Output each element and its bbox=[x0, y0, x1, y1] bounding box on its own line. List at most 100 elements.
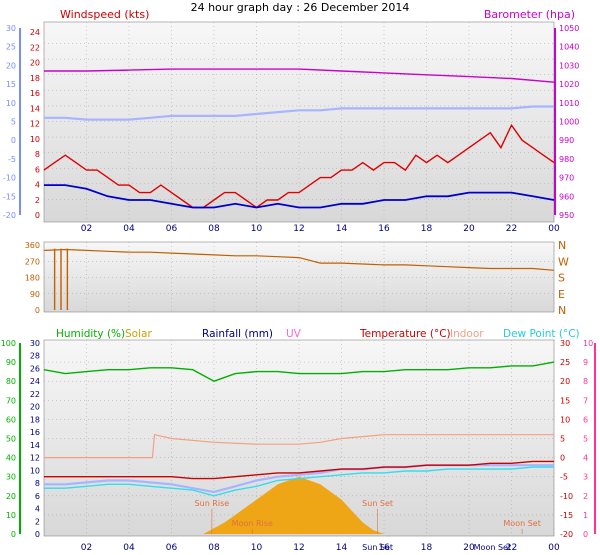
rain-tick: 4 bbox=[35, 505, 40, 514]
compass-label: E bbox=[558, 288, 565, 301]
outer-temp-tick: 25 bbox=[6, 43, 16, 52]
wind-tick: 6 bbox=[35, 165, 40, 174]
uv-tick: 2 bbox=[583, 492, 588, 501]
direction-tick: 180 bbox=[25, 274, 40, 283]
temp-tick: 30 bbox=[560, 339, 570, 348]
barometer-title: Barometer (hpa) bbox=[484, 8, 575, 21]
x-tick-label: 02 bbox=[81, 543, 92, 553]
humidity-tick: 60 bbox=[6, 415, 16, 424]
indoor-line bbox=[44, 433, 554, 459]
outer-temp-line bbox=[44, 105, 554, 121]
temp-tick: 5 bbox=[560, 435, 565, 444]
wind-tick: 16 bbox=[30, 89, 40, 98]
barometer-line bbox=[44, 68, 555, 83]
wind-tick: 20 bbox=[30, 59, 40, 68]
barometer-tick: 950 bbox=[559, 211, 574, 220]
x-tick-label: 14 bbox=[336, 543, 348, 553]
rain-tick: 12 bbox=[30, 454, 40, 463]
outer-temp-tick: 30 bbox=[6, 24, 16, 33]
uv-tick: 3 bbox=[583, 473, 588, 482]
direction-line bbox=[43, 248, 555, 271]
barometer-tick: 1050 bbox=[559, 24, 579, 33]
humidity-tick: 80 bbox=[6, 377, 16, 386]
barometer-tick: 1030 bbox=[559, 61, 579, 70]
x-tick-label: 22 bbox=[506, 543, 517, 553]
compass-label: W bbox=[558, 255, 569, 268]
x-tick-label: 08 bbox=[208, 543, 220, 553]
outer-temp-tick: -15 bbox=[3, 192, 16, 201]
temp-tick: 10 bbox=[560, 415, 570, 424]
direction-tick: 0 bbox=[35, 306, 40, 315]
humidity-tick: 70 bbox=[6, 396, 16, 405]
legend-temperature: Temperature (°C) bbox=[359, 328, 451, 340]
wind-tick: 22 bbox=[30, 43, 40, 52]
dew-point-line bbox=[44, 466, 554, 497]
legend-solar: Solar bbox=[125, 328, 152, 340]
humidity-line bbox=[43, 361, 555, 382]
rain-tick: 26 bbox=[30, 364, 40, 373]
rain-tick: 6 bbox=[35, 492, 40, 501]
annotation-label: Moon Set bbox=[503, 519, 540, 528]
barometer-tick: 1020 bbox=[559, 80, 579, 89]
uv-tick: 8 bbox=[583, 377, 588, 386]
rain-tick: 14 bbox=[30, 441, 40, 450]
x-tick-label: 12 bbox=[293, 224, 304, 234]
uv-tick: 7 bbox=[583, 396, 588, 405]
rain-tick: 24 bbox=[30, 377, 40, 386]
outer-temp-tick: 10 bbox=[6, 99, 16, 108]
rain-tick: 0 bbox=[35, 530, 40, 539]
uv-tick: 0 bbox=[583, 530, 588, 539]
barometer-tick: 980 bbox=[559, 155, 574, 164]
rain-tick: 28 bbox=[30, 352, 40, 361]
solar-area bbox=[203, 476, 384, 534]
wind-tick: 2 bbox=[35, 196, 40, 205]
humidity-tick: 20 bbox=[6, 492, 16, 501]
temp-tick: 15 bbox=[560, 396, 570, 405]
series-lines bbox=[43, 68, 555, 534]
x-tick-label: 16 bbox=[378, 224, 390, 234]
uv-tick: 5 bbox=[583, 435, 588, 444]
humidity-tick: 90 bbox=[6, 358, 16, 367]
uv-tick: 1 bbox=[583, 511, 588, 520]
x-tick-label: 20 bbox=[463, 543, 475, 553]
wind-tick: 10 bbox=[30, 135, 40, 144]
outer-temp-tick: 5 bbox=[11, 118, 16, 127]
rain-tick: 22 bbox=[30, 390, 40, 399]
annotation-label: Moon Set bbox=[474, 543, 511, 552]
humidity-tick: 40 bbox=[6, 454, 16, 463]
outer-temp-tick: 20 bbox=[6, 61, 16, 70]
wind-tick: 14 bbox=[30, 104, 40, 113]
barometer-tick: 990 bbox=[559, 136, 574, 145]
x-tick-label: 14 bbox=[336, 224, 348, 234]
direction-tick: 360 bbox=[25, 241, 40, 250]
temp-tick: -20 bbox=[560, 530, 573, 539]
wind-title: Windspeed (kts) bbox=[60, 8, 149, 21]
outer-temp-tick: 0 bbox=[11, 136, 16, 145]
page-title: 24 hour graph day : 26 December 2014 bbox=[191, 1, 410, 14]
x-tick-label: 16 bbox=[378, 543, 390, 553]
x-tick-label: 08 bbox=[208, 224, 220, 234]
x-tick-label: 04 bbox=[123, 543, 135, 553]
barometer-tick: 960 bbox=[559, 192, 574, 201]
wind-tick: 12 bbox=[30, 120, 40, 129]
uv-tick: 6 bbox=[583, 415, 588, 424]
x-tick-label: 20 bbox=[463, 224, 475, 234]
x-tick-label: 10 bbox=[251, 224, 263, 234]
x-tick-label: 00 bbox=[548, 224, 560, 234]
outer-temp-tick: 15 bbox=[6, 80, 16, 89]
uv-tick: 4 bbox=[583, 454, 588, 463]
humidity-tick: 0 bbox=[11, 530, 16, 539]
temp-tick: 25 bbox=[560, 358, 570, 367]
temp-tick: -10 bbox=[560, 492, 573, 501]
barometer-tick: 970 bbox=[559, 174, 574, 183]
x-tick-label: 02 bbox=[81, 224, 92, 234]
wind-avg-line bbox=[44, 184, 555, 209]
temp-tick: 20 bbox=[560, 377, 570, 386]
humidity-tick: 100 bbox=[1, 339, 16, 348]
x-tick-label: 06 bbox=[166, 224, 178, 234]
x-tick-label: 04 bbox=[123, 224, 135, 234]
temp-tick: -15 bbox=[560, 511, 573, 520]
annotations: Sun Rise Sun Set Moon Rise Moon Set Moon Set… bbox=[195, 499, 541, 552]
